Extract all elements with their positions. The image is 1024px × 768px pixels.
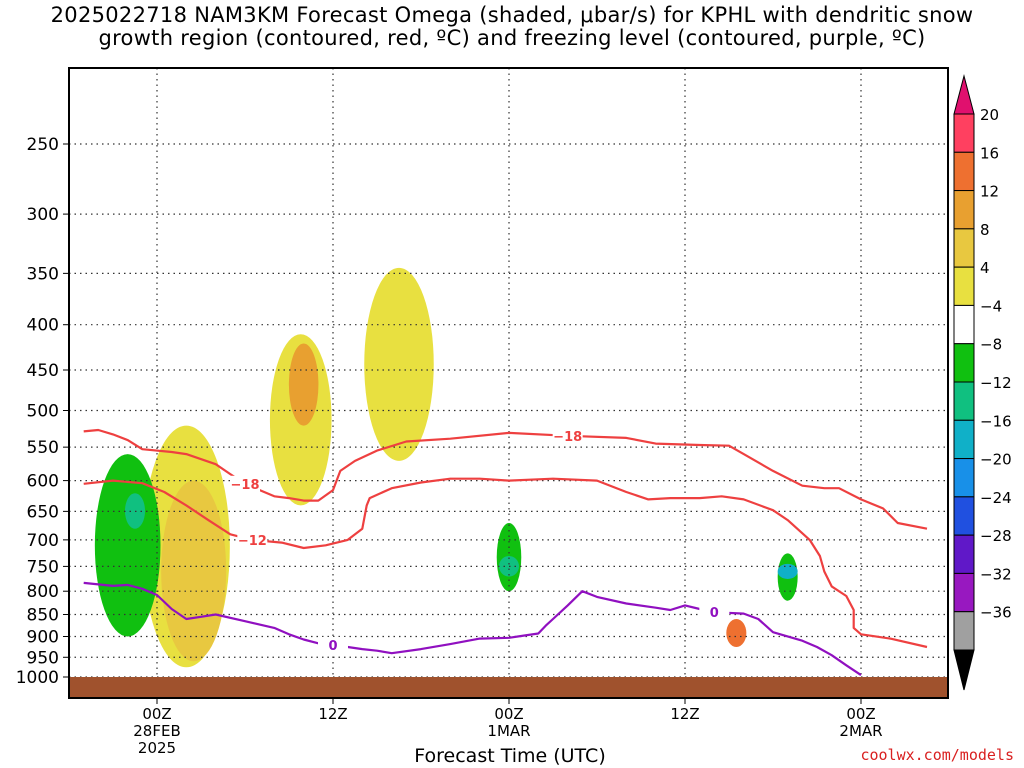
x-tick-label: 00Z — [846, 705, 875, 723]
colorbar-label: 16 — [980, 144, 999, 162]
x-tick-label: 12Z — [318, 705, 347, 723]
y-tick-label: 800 — [27, 582, 59, 602]
colorbar-label: −20 — [980, 451, 1012, 469]
chart-title-line1: 2025022718 NAM3KM Forecast Omega (shaded… — [50, 3, 974, 27]
colorbar-swatch — [953, 151, 975, 192]
contour-label-bg — [699, 604, 730, 621]
contour-line — [83, 428, 928, 530]
x-tick-year: 2025 — [138, 739, 176, 757]
y-tick-label: 900 — [27, 627, 59, 647]
colorbar-top-arrow — [953, 74, 975, 115]
colorbar-label: −32 — [980, 565, 1012, 583]
y-tick-label: 650 — [27, 502, 59, 522]
contour-label-bg — [318, 636, 348, 653]
colorbar-swatch — [953, 496, 975, 536]
colorbar-label: 12 — [980, 183, 999, 201]
y-tick-label: 550 — [27, 438, 59, 458]
y-tick-label: 450 — [27, 361, 59, 381]
omega-region — [364, 267, 434, 461]
omega-region — [288, 343, 319, 426]
temperature-contours: −12 −18 −18 0 0 — [83, 427, 928, 677]
colorbar-label: −12 — [980, 374, 1012, 392]
colorbar-bottom-arrow — [953, 649, 975, 691]
y-tick-label: 1000 — [16, 668, 59, 688]
colorbar-swatch — [953, 113, 975, 153]
y-tick-label: 500 — [27, 402, 59, 422]
contour-label: −18 — [553, 430, 582, 445]
omega-region — [726, 619, 747, 648]
x-tick-date: 1MAR — [487, 722, 530, 740]
colorbar-label: −36 — [980, 604, 1012, 622]
contour-label: −18 — [231, 478, 260, 493]
colorbar-label: −8 — [980, 336, 1002, 354]
x-tick-date: 2MAR — [839, 722, 882, 740]
colorbar-label: −16 — [980, 412, 1012, 430]
x-tick-label: 00Z — [142, 705, 171, 723]
colorbar-swatch — [953, 190, 975, 230]
y-tick-label: 600 — [27, 472, 59, 492]
colorbar-swatch — [953, 343, 975, 383]
contour-label: 0 — [328, 639, 337, 654]
y-tick-label: 950 — [27, 648, 59, 668]
colorbar: 20 16 12 8 4 −4 −8 −12 −16 −20 −24 −28 −32 −36 — [953, 74, 1012, 691]
contour-label-bg — [552, 427, 583, 444]
x-axis-title: Forecast Time (UTC) — [414, 745, 606, 767]
y-tick-label: 350 — [27, 264, 59, 284]
omega-region — [161, 480, 227, 662]
watermark: coolwx.com/models — [860, 746, 1014, 764]
colorbar-swatch — [953, 572, 975, 613]
contour-label: −12 — [238, 534, 267, 549]
colorbar-swatch — [953, 611, 975, 651]
chart-title-line2: growth region (contoured, red, ºC) and f… — [98, 26, 926, 50]
y-tick-label: 300 — [27, 205, 59, 225]
colorbar-label: −4 — [980, 297, 1002, 315]
colorbar-label: 8 — [980, 221, 990, 239]
ground-surface — [70, 677, 947, 697]
chart-title: 2025022718 NAM3KM Forecast Omega (shaded… — [0, 4, 1024, 50]
colorbar-label: 20 — [980, 106, 999, 124]
pressure-gridlines — [69, 68, 948, 698]
colorbar-swatch — [953, 534, 975, 574]
colorbar-swatch — [953, 381, 975, 421]
omega-region — [94, 454, 161, 637]
contour-label-bg — [237, 531, 268, 548]
x-tick-date: 28FEB — [133, 722, 180, 740]
colorbar-label: −28 — [980, 527, 1012, 545]
contour-label-bg — [230, 475, 260, 492]
colorbar-swatch — [953, 228, 975, 268]
x-tick-label: 12Z — [670, 705, 699, 723]
colorbar-swatch — [953, 304, 975, 345]
contour-label: 0 — [710, 606, 719, 621]
y-axis: 2503003504004505005506006507007508008509… — [16, 135, 69, 688]
colorbar-swatch — [953, 458, 975, 498]
y-tick-label: 250 — [27, 135, 59, 155]
colorbar-label: −24 — [980, 489, 1012, 507]
colorbar-label: 4 — [980, 259, 990, 277]
ground-fill — [70, 677, 947, 697]
y-tick-label: 400 — [27, 316, 59, 336]
omega-region — [777, 563, 798, 579]
colorbar-swatch — [953, 266, 975, 306]
contour-line — [83, 581, 862, 677]
y-tick-label: 700 — [27, 531, 59, 551]
y-tick-label: 850 — [27, 606, 59, 626]
colorbar-swatch — [953, 419, 975, 460]
y-tick-label: 750 — [27, 557, 59, 577]
x-tick-label: 00Z — [494, 705, 523, 723]
